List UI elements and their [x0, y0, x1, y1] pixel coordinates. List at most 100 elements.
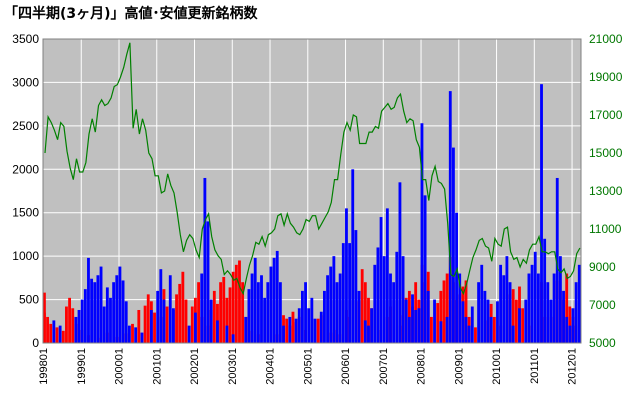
left-tick-label: 0 [32, 336, 39, 350]
bar [181, 271, 185, 343]
bar [445, 273, 449, 343]
bar [313, 318, 317, 343]
plot-panel [119, 39, 157, 343]
bar [234, 264, 238, 343]
bar [275, 250, 279, 343]
bar [310, 297, 314, 343]
bar [238, 260, 241, 343]
bar [536, 273, 540, 343]
bar [461, 301, 465, 343]
bar [370, 308, 374, 343]
bar [260, 275, 263, 343]
bar [316, 318, 320, 343]
bar [61, 330, 65, 343]
line-path [44, 42, 581, 296]
bar [439, 321, 443, 343]
bar [558, 256, 562, 343]
bar [90, 278, 94, 343]
bar [49, 323, 53, 343]
plot-panel [43, 39, 81, 343]
x-tick-label: 201201 [567, 348, 579, 385]
bar [341, 243, 345, 343]
right-tick-label: 7000 [589, 298, 616, 312]
bar [329, 266, 333, 343]
left-tick-label: 500 [19, 293, 39, 307]
bar [549, 299, 553, 343]
bar [65, 306, 68, 343]
bar [288, 316, 292, 343]
bar [511, 289, 515, 343]
bar [407, 316, 411, 343]
bar [131, 323, 134, 343]
bar [389, 273, 392, 343]
bar [102, 306, 106, 343]
bar [502, 275, 506, 343]
bar [514, 299, 518, 343]
bar [159, 269, 163, 343]
bar [411, 294, 414, 343]
bar [228, 287, 232, 343]
bar [194, 312, 197, 343]
x-tick-label: 200001 [114, 348, 126, 385]
bar [200, 273, 204, 343]
chart-title: 「四半期(3ヶ月)」高値･安値更新銘柄数 [4, 6, 258, 22]
bar [492, 316, 496, 343]
bar [134, 327, 138, 343]
bar [143, 305, 147, 343]
x-axis: 199801 199901 200001 200101 200201 200301 2004… [38, 38, 582, 385]
bar [392, 282, 396, 343]
bar [58, 325, 62, 343]
right-tick-label: 11000 [589, 222, 622, 236]
bar [83, 289, 87, 343]
bar [272, 257, 276, 343]
bar [146, 294, 150, 343]
bar [445, 316, 449, 343]
bar [521, 308, 525, 343]
bar [197, 282, 200, 343]
bar [335, 282, 339, 343]
bar [96, 275, 100, 343]
bar [518, 308, 521, 343]
bar [376, 247, 380, 343]
x-tick-label: 200201 [189, 348, 201, 385]
bar [184, 299, 188, 343]
bar [105, 287, 109, 343]
bar [571, 308, 575, 343]
bar [326, 275, 329, 343]
bar [187, 325, 191, 343]
bar [464, 316, 468, 343]
bar [216, 320, 219, 343]
left-tick-label: 1500 [12, 206, 39, 220]
bar [137, 309, 141, 343]
bar [420, 123, 424, 343]
bar [178, 283, 182, 343]
bar [74, 316, 78, 343]
bar [225, 297, 229, 343]
green-line-series [44, 42, 581, 296]
bar [263, 297, 267, 343]
bar [219, 282, 223, 343]
x-tick-label: 200301 [227, 348, 239, 385]
bar [285, 318, 289, 343]
bar [429, 316, 433, 343]
bar [118, 266, 122, 343]
bar [527, 273, 531, 343]
bar [294, 318, 298, 343]
bar [414, 309, 418, 343]
right-tick-label: 19000 [589, 70, 623, 84]
bar [417, 308, 421, 343]
bar [568, 306, 572, 343]
bar [241, 282, 245, 343]
x-tick-label: 200901 [453, 348, 465, 385]
bar [426, 290, 430, 343]
bar [332, 256, 336, 343]
bar [162, 299, 166, 343]
bar [486, 299, 490, 343]
bar [565, 316, 569, 343]
bar [357, 290, 361, 343]
bar [511, 325, 515, 343]
bar [524, 299, 528, 343]
bar [489, 316, 493, 343]
bar [124, 301, 128, 343]
bar [401, 256, 405, 343]
